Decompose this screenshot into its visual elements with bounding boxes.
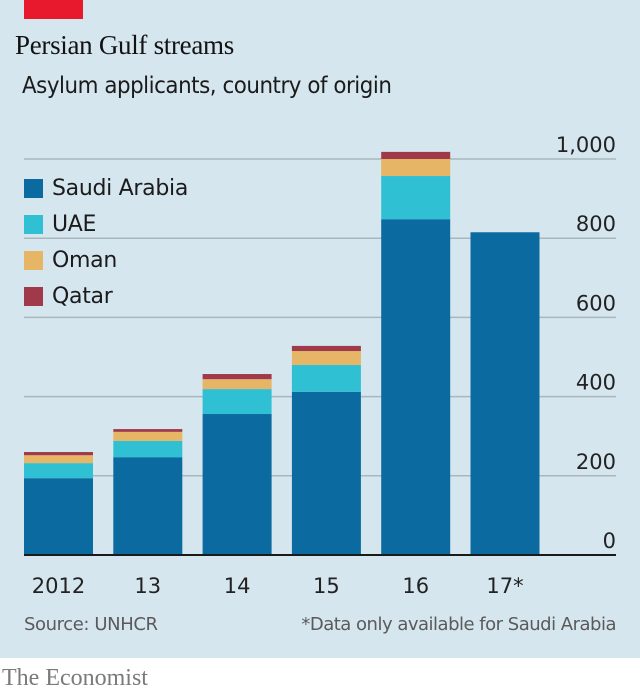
bar-segment-qatar	[113, 429, 183, 432]
bar-segment-oman	[291, 351, 361, 365]
bar-segment-qatar	[24, 452, 93, 456]
y-tick-label: 0	[603, 529, 616, 553]
legend-item-saudi-arabia: Saudi Arabia	[24, 170, 188, 206]
x-tick-label: 15	[313, 574, 340, 598]
y-tick-label: 400	[576, 371, 616, 395]
bar-segment-saudi-arabia	[470, 232, 540, 555]
y-tick-label: 800	[576, 212, 616, 236]
x-axis-labels: 2012 13 14 15 16 17*	[32, 574, 524, 598]
x-tick-label: 2012	[32, 574, 85, 598]
bar-segment-oman	[24, 455, 93, 464]
legend-label: Qatar	[52, 283, 113, 309]
bar-segment-saudi-arabia	[381, 219, 451, 555]
bar-segment-saudi-arabia	[113, 457, 183, 555]
y-tick-label: 1,000	[556, 133, 616, 157]
x-tick-label: 13	[134, 574, 161, 598]
bar-segment-uae	[381, 176, 451, 220]
source-note: Source: UNHCR	[24, 614, 158, 635]
bar-segment-qatar	[291, 345, 361, 352]
bar-segment-qatar	[381, 151, 451, 159]
bar-segment-uae	[24, 463, 93, 479]
bar-segment-saudi-arabia	[202, 414, 272, 555]
legend-swatch	[24, 250, 43, 270]
legend-label: Saudi Arabia	[52, 175, 188, 201]
chart-subtitle: Asylum applicants, country of origin	[22, 73, 392, 99]
x-tick-label: 14	[224, 574, 251, 598]
bar-segment-oman	[113, 431, 183, 441]
legend-swatch	[24, 214, 43, 234]
bar-segment-qatar	[202, 374, 272, 380]
x-tick-label: 16	[402, 574, 429, 598]
economist-brand: The Economist	[2, 665, 148, 691]
bar-segment-uae	[202, 389, 272, 415]
brand-red-tag	[24, 0, 83, 19]
bar-segment-uae	[113, 440, 183, 458]
legend-item-qatar: Qatar	[24, 278, 188, 314]
legend: Saudi Arabia UAE Oman Qatar	[24, 170, 188, 314]
bar-segment-oman	[381, 159, 451, 177]
y-tick-label: 600	[576, 291, 616, 315]
legend-item-uae: UAE	[24, 206, 188, 242]
legend-label: UAE	[52, 211, 97, 237]
y-axis-labels: 0 200 400 600 800 1,000	[556, 133, 616, 553]
bars	[24, 151, 540, 555]
x-tick-label: 17*	[486, 574, 523, 598]
chart-title: Persian Gulf streams	[15, 30, 234, 60]
bar-segment-oman	[202, 379, 272, 390]
bar-segment-saudi-arabia	[291, 391, 361, 555]
legend-swatch	[24, 178, 43, 198]
footnote: *Data only available for Saudi Arabia	[301, 614, 616, 635]
legend-swatch	[24, 286, 43, 306]
bar-segment-saudi-arabia	[24, 478, 93, 555]
bar-segment-uae	[291, 364, 361, 392]
legend-label: Oman	[52, 247, 117, 273]
y-tick-label: 200	[576, 450, 616, 474]
legend-item-oman: Oman	[24, 242, 188, 278]
